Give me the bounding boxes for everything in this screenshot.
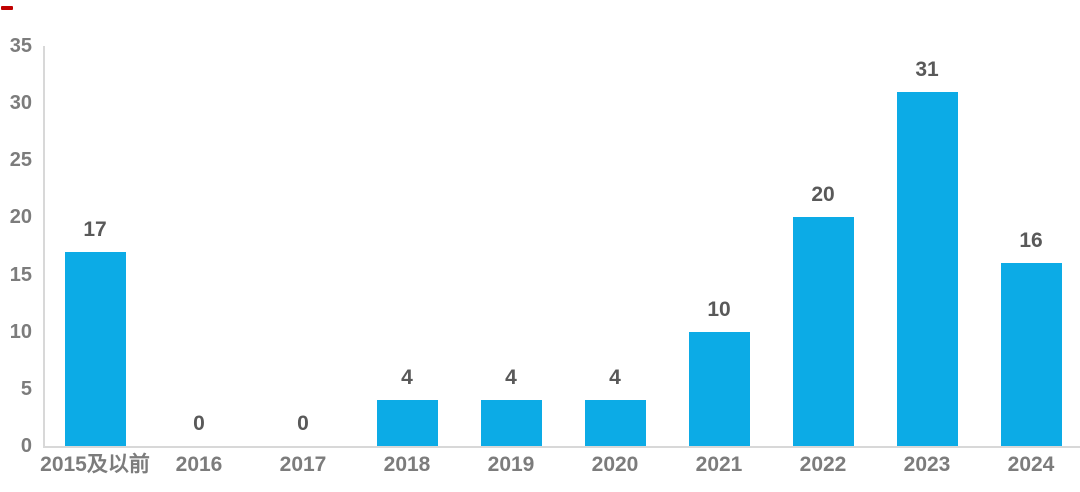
y-axis-line	[43, 46, 45, 446]
bar	[64, 252, 126, 446]
x-tick-label: 2024	[1007, 453, 1055, 476]
bar	[688, 332, 750, 446]
x-tick-label: 2016	[175, 453, 223, 476]
bar-value-label: 17	[83, 218, 107, 241]
x-tick-label: 2019	[487, 453, 535, 476]
bar	[1000, 263, 1062, 446]
bar-value-label: 31	[915, 58, 939, 81]
y-tick-label: 15	[9, 263, 32, 286]
bar-value-label: 4	[505, 366, 517, 389]
bar-value-label: 10	[707, 298, 731, 321]
y-tick-label: 10	[9, 320, 32, 343]
y-tick-label: 20	[9, 206, 32, 229]
bar	[896, 92, 958, 446]
x-tick-label: 2021	[695, 453, 743, 476]
x-axis-line	[43, 446, 1080, 448]
bar-value-label: 0	[193, 412, 205, 435]
x-tick-label: 2015及以前	[40, 453, 150, 476]
bar-value-label: 4	[401, 366, 413, 389]
y-tick-label: 0	[20, 435, 32, 457]
x-tick-label: 2023	[903, 453, 951, 476]
x-tick-label: 2020	[591, 453, 639, 476]
bar	[792, 217, 854, 446]
bar-value-label: 16	[1019, 229, 1043, 252]
y-tick-label: 35	[9, 35, 32, 57]
x-tick-label: 2017	[279, 453, 327, 476]
bar	[584, 400, 646, 446]
bar-value-label: 20	[811, 183, 835, 206]
y-tick-label: 5	[20, 377, 32, 400]
y-tick-label: 30	[9, 92, 32, 115]
bar-value-label: 4	[609, 366, 621, 389]
bar	[480, 400, 542, 446]
x-tick-label: 2022	[799, 453, 847, 476]
bar	[376, 400, 438, 446]
top-left-red-mark	[1, 6, 13, 10]
y-tick-label: 25	[9, 149, 32, 172]
x-tick-label: 2018	[383, 453, 431, 476]
bar-value-label: 0	[297, 412, 309, 435]
